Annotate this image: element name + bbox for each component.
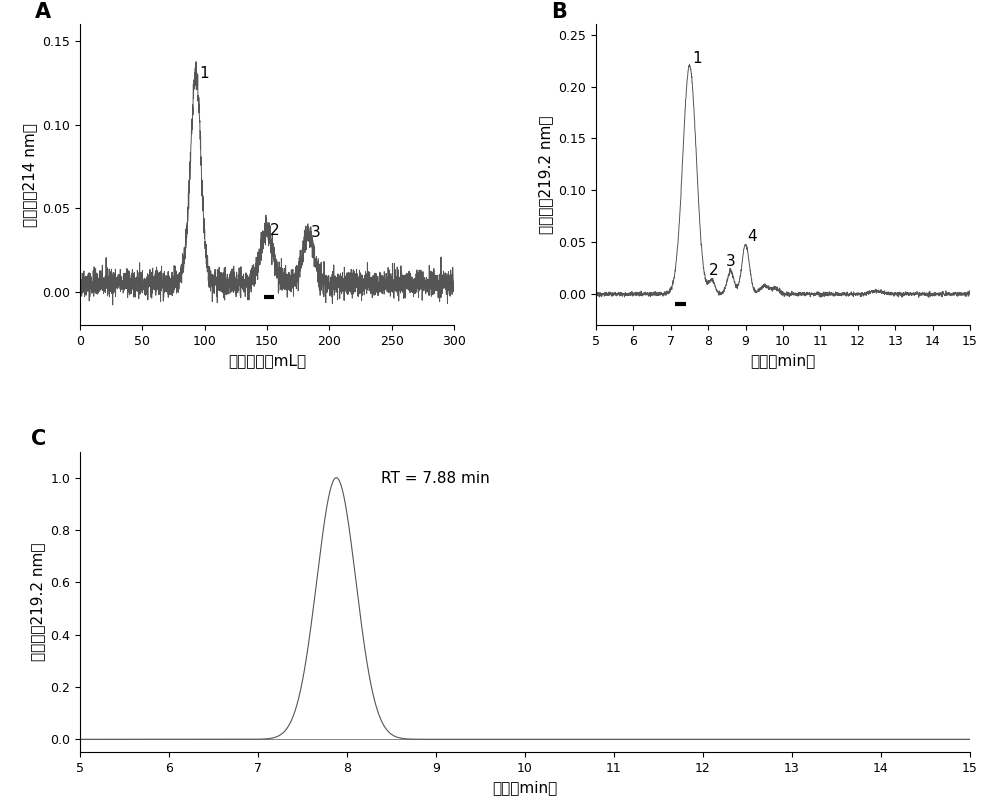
Text: RT = 7.88 min: RT = 7.88 min: [381, 471, 490, 486]
Y-axis label: 吸光值（219.2 nm）: 吸光值（219.2 nm）: [538, 116, 553, 234]
Text: B: B: [551, 2, 567, 23]
Text: 3: 3: [726, 254, 736, 269]
Text: 2: 2: [709, 264, 719, 278]
X-axis label: 时间（min）: 时间（min）: [750, 354, 816, 368]
Text: 4: 4: [748, 229, 757, 244]
Text: C: C: [31, 430, 46, 450]
X-axis label: 洗脱体积（mL）: 洗脱体积（mL）: [228, 354, 306, 368]
Text: A: A: [35, 2, 51, 23]
Text: 2: 2: [269, 222, 279, 238]
Text: 1: 1: [693, 51, 702, 66]
Text: 3: 3: [311, 225, 320, 239]
X-axis label: 时间（min）: 时间（min）: [492, 781, 558, 795]
Text: 1: 1: [200, 66, 209, 81]
Y-axis label: 吸光值（214 nm）: 吸光值（214 nm）: [22, 123, 37, 227]
Y-axis label: 吸光值（219.2 nm）: 吸光值（219.2 nm）: [30, 543, 45, 661]
